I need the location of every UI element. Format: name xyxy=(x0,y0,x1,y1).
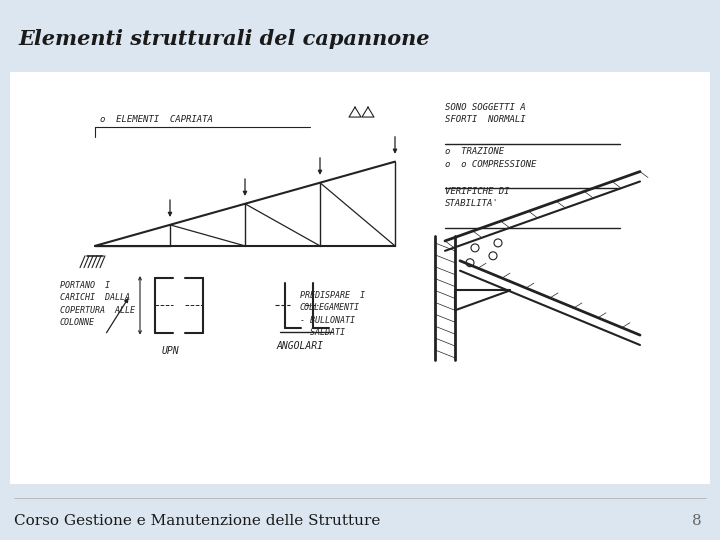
Text: 8: 8 xyxy=(693,514,702,528)
Text: SONO SOGGETTI A
SFORTI  NORMALI: SONO SOGGETTI A SFORTI NORMALI xyxy=(445,103,526,124)
Text: o  TRAZIONE
o  o COMPRESSIONE: o TRAZIONE o o COMPRESSIONE xyxy=(445,147,536,168)
Text: Elementi strutturali del capannone: Elementi strutturali del capannone xyxy=(18,29,430,49)
Text: Corso Gestione e Manutenzione delle Strutture: Corso Gestione e Manutenzione delle Stru… xyxy=(14,514,381,528)
Text: UPN: UPN xyxy=(161,347,179,356)
Text: ANGOLARI: ANGOLARI xyxy=(276,341,323,352)
Text: o  ELEMENTI  CAPRIATA: o ELEMENTI CAPRIATA xyxy=(100,115,213,124)
Text: VERIFICHE DI
STABILITA': VERIFICHE DI STABILITA' xyxy=(445,187,510,208)
Text: PREDISPARE  I
COLLEGAMENTI
- BULLONATI
- SALDATI: PREDISPARE I COLLEGAMENTI - BULLONATI - … xyxy=(300,291,365,337)
Text: PORTANO  I
CARICHI  DALLA
COPERTURA  ALLE
COLONNE: PORTANO I CARICHI DALLA COPERTURA ALLE C… xyxy=(60,281,135,327)
